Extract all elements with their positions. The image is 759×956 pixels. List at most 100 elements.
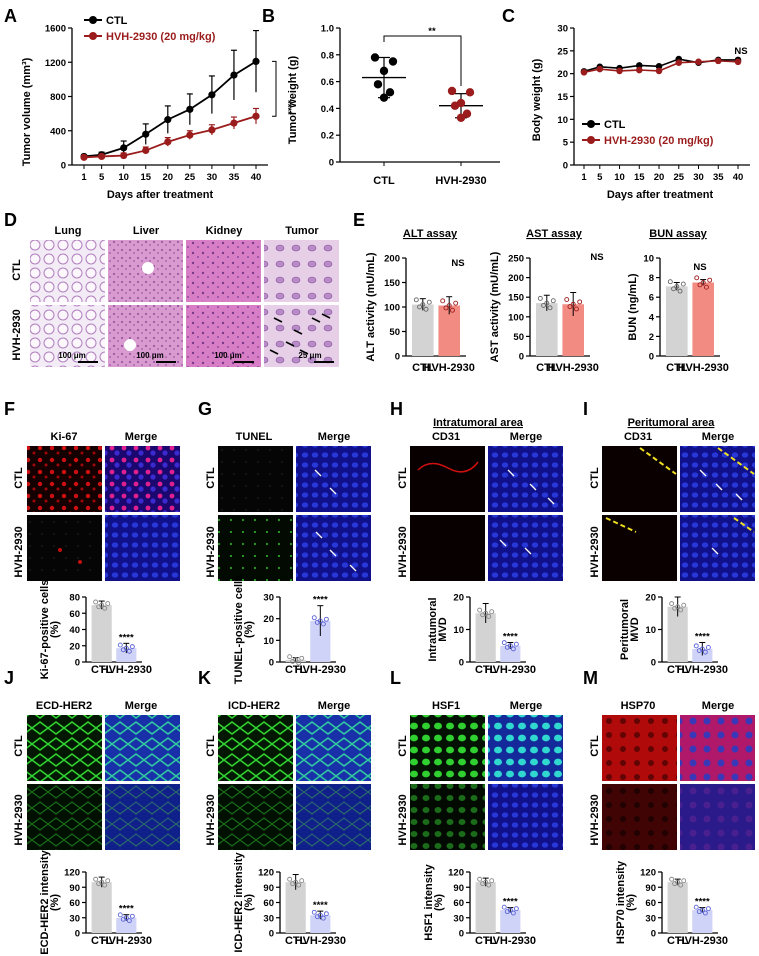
J-datapoint <box>96 881 102 887</box>
H-category-label: HVH-2930 <box>485 664 536 676</box>
F-datapoint <box>96 604 102 610</box>
hist-hvh-lung <box>30 305 105 367</box>
M-datapoint <box>702 910 708 916</box>
E1-datapoint <box>443 305 449 311</box>
K-ylabel: (%) <box>243 894 255 911</box>
A-ytick-label: 800 <box>50 92 66 103</box>
M-bar-0 <box>667 882 688 933</box>
A-point <box>230 71 238 79</box>
panel-label-C: C <box>502 6 515 26</box>
J-stain: ECD-HER2 <box>36 700 92 712</box>
C-xlabel: Days after treatment <box>607 189 714 201</box>
H-category-label: CTL <box>475 664 497 676</box>
G-row-hvh: HVH-2930 <box>205 526 217 577</box>
I-datapoint <box>669 601 675 607</box>
C-ytick-label: 30 <box>557 24 568 35</box>
E2-datapoint <box>547 305 553 311</box>
L-ylabel: (%) <box>433 894 445 911</box>
G-datapoint <box>311 615 317 621</box>
K-ytick-label: 120 <box>258 868 274 879</box>
J-ylabel: ECD-HER2 intensity <box>39 849 51 954</box>
K-datapoint <box>323 911 329 917</box>
H-bar-0 <box>475 613 496 662</box>
H-datapoint <box>486 613 492 619</box>
M-datapoint <box>678 882 684 888</box>
E3-ytick-label: 4 <box>649 312 655 323</box>
G-ytick-label: 10 <box>263 636 274 647</box>
K-stain: ICD-HER2 <box>228 700 280 712</box>
I-datapoint <box>696 648 702 654</box>
J-datapoint <box>105 878 111 884</box>
M-img-hvh-merge <box>680 784 755 850</box>
E2-datapoint <box>537 295 543 301</box>
E2-datapoint <box>541 302 547 308</box>
panel-label-E: E <box>353 210 365 230</box>
L-ytick-label: 60 <box>453 898 464 909</box>
hist-row-ctl: CTL <box>11 259 23 281</box>
L-datapoint <box>513 906 519 912</box>
A-xtick-label: 15 <box>140 172 151 183</box>
F-datapoint <box>120 647 126 653</box>
K-datapoint <box>311 909 317 915</box>
B-point <box>370 53 380 62</box>
K-datapoint <box>287 876 293 882</box>
H-ytick-label: 20 <box>453 593 464 604</box>
hist-col-tumor: Tumor <box>285 225 319 237</box>
E3-datapoint <box>703 284 709 290</box>
H-merge: Merge <box>510 431 542 443</box>
I-datapoint <box>678 607 684 613</box>
I-img-ctl-merge <box>680 446 755 512</box>
C-xtick-label: 1 <box>581 172 587 183</box>
J-datapoint <box>120 916 126 922</box>
F-img-ctl-stain <box>27 446 102 512</box>
B-ylabel: Tumor weight (g) <box>287 55 299 144</box>
H-datapoint <box>510 646 516 652</box>
H-img-ctl-stain <box>410 446 485 512</box>
J-img-ctl-merge <box>105 715 180 781</box>
C-point <box>635 62 643 69</box>
C-xtick-label: 40 <box>733 172 744 183</box>
B-ytick-label: 0.2 <box>321 131 334 142</box>
F-row-hvh: HVH-2930 <box>13 526 25 577</box>
G-category-label: CTL <box>285 664 307 676</box>
E2-datapoint <box>573 306 579 312</box>
H-datapoint <box>477 607 483 613</box>
K-datapoint <box>299 878 305 884</box>
E1-ytick-label: 150 <box>384 278 400 289</box>
M-ylabel: HSP70 intensity <box>615 860 627 944</box>
hist-col-kidney: Kidney <box>206 225 244 237</box>
I-img-hvh-stain <box>602 515 677 581</box>
J-img-hvh-stain <box>27 784 102 850</box>
M-ytick-label: 120 <box>640 868 656 879</box>
J-merge: Merge <box>125 700 157 712</box>
panel-label-A: A <box>4 6 17 26</box>
L-datapoint <box>477 876 483 882</box>
panel-label-G: G <box>198 399 212 419</box>
E1-category-label: HVH-2930 <box>424 362 475 374</box>
A-ytick-label: 0 <box>61 161 66 172</box>
E3-ytick-label: 10 <box>643 254 654 265</box>
E3-datapoint <box>671 286 677 292</box>
hist-ctl-kidney <box>186 240 261 302</box>
I-category-label: CTL <box>667 664 689 676</box>
B-point <box>447 86 457 96</box>
E3-ytick-label: 8 <box>649 273 654 284</box>
F-category-label: HVH-2930 <box>101 664 152 676</box>
C-point <box>675 59 683 67</box>
L-img-ctl-stain <box>410 715 485 781</box>
C-point <box>655 67 663 75</box>
A-point <box>208 91 216 99</box>
if-row-1: Ki-67 Merge CTL HVH-2930 TUNEL Merge CTL… <box>13 417 755 581</box>
panel-label-M: M <box>583 668 598 688</box>
M-merge: Merge <box>702 700 734 712</box>
B-point <box>450 101 460 110</box>
panel-label-I: I <box>583 399 588 419</box>
K-sig: **** <box>313 900 328 911</box>
B-point <box>379 66 389 76</box>
F-sig: **** <box>119 632 134 643</box>
C-ytick-label: 15 <box>557 92 568 103</box>
C-ylabel: Body weight (g) <box>531 58 543 141</box>
A-xtick-label: 25 <box>185 172 196 183</box>
L-datapoint <box>486 882 492 888</box>
